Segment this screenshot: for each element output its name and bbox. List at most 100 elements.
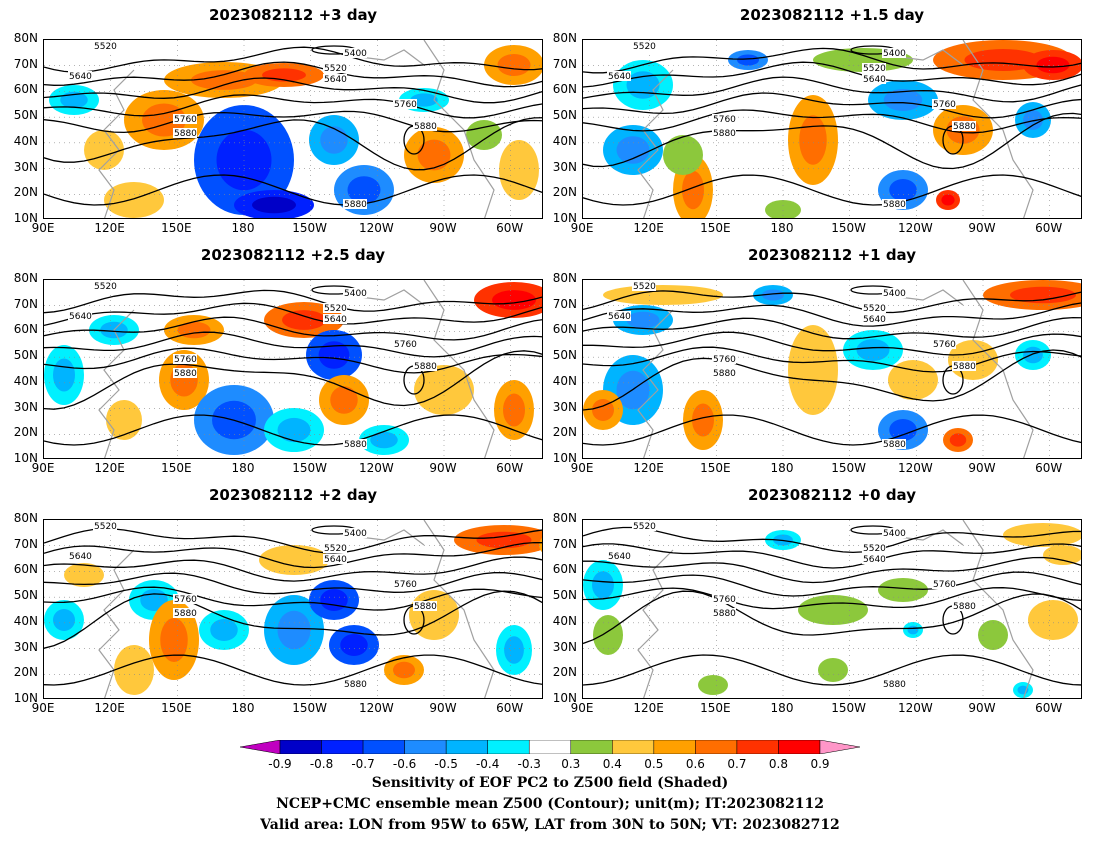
colorbar-segment [736,740,779,754]
shaded-core [592,571,614,599]
colorbar-segment [612,740,655,754]
contour-label: 5640 [863,555,886,565]
contour-label: 5880 [883,440,906,450]
lat-label: 70N [552,296,577,311]
shaded-core [949,433,967,447]
lat-label: 80N [552,31,577,45]
contour-line [44,350,542,410]
shaded-core [616,136,650,164]
lon-label: 60W [1035,221,1063,235]
contour-label: 5520 [324,544,347,554]
colorbar-tick-label: -0.9 [268,757,292,771]
lat-label: 10N [552,691,577,705]
lon-label: 180 [231,221,255,235]
contour-label: 5880 [713,369,736,379]
contour-label: 5760 [933,580,956,590]
shaded-core [856,339,890,361]
contour-label: 5880 [414,362,437,372]
lat-label: 40N [13,373,38,388]
shaded-core [1010,286,1076,304]
z500-contours [44,45,542,206]
contour-label: 5640 [863,75,886,85]
contour-line [44,302,542,327]
shaded-region [765,200,801,218]
contour-label: 5520 [94,42,117,52]
shaded-core [330,386,358,414]
lon-label: 150E [161,461,192,475]
contour-line [583,526,1081,554]
lon-label: 90E [570,701,594,715]
contour-label: 5760 [394,580,417,590]
contour-line [44,331,542,358]
shaded-region [798,595,868,625]
colorbar-tick-label: 0.8 [768,757,788,771]
lat-label: 30N [552,399,577,414]
lat-label: 40N [13,613,38,628]
colorbar-tick-label: 0.9 [810,757,830,771]
contour-line [44,556,542,582]
lat-label: 30N [13,639,38,654]
lon-label: 120W [358,701,394,715]
contour-label: 5760 [933,340,956,350]
lon-label: 120W [897,461,933,475]
shaded-core [252,196,296,214]
lat-label: 40N [552,133,577,148]
shaded-region [878,578,928,602]
shaded-core [347,176,381,204]
shaded-core [1036,56,1070,74]
lon-label: 120E [94,701,125,715]
contour-line [583,112,1081,170]
contour-line [44,654,542,686]
lon-label: 90W [968,221,996,235]
contour-line [583,61,1081,88]
shaded-core [191,70,257,90]
shaded-core [320,589,348,611]
shaded-core [277,417,311,443]
shaded-region [593,615,623,655]
lon-label: 60W [496,701,524,715]
shaded-region [114,645,154,695]
shaded-core [592,399,614,421]
lat-label: 50N [13,588,38,603]
lon-label: 120E [633,701,664,715]
colorbar-tick-label: 0.7 [727,757,747,771]
contour-label: 5880 [414,602,437,612]
contour-label: 5400 [883,49,906,59]
z500-contours [44,525,542,686]
contour-label: 5760 [713,355,736,365]
lon-label: 120E [633,221,664,235]
lon-label: 150W [831,221,867,235]
lon-label: 90W [429,221,457,235]
contour-label: 5400 [344,49,367,59]
gridlines [583,280,1081,458]
contour-label: 5640 [69,312,92,322]
colorbar-segment [362,740,405,754]
shaded-core [889,419,917,441]
lat-label: 20N [552,665,577,680]
lat-label: 80N [552,271,577,285]
contour-line [44,94,542,119]
footer-line-2: NCEP+CMC ensemble mean Z500 (Contour); u… [276,796,824,812]
contour-label: 5760 [394,100,417,110]
gridlines [44,520,542,698]
contour-label: 5880 [713,129,736,139]
contour-label: 5520 [863,544,886,554]
contour-line [44,289,542,314]
contour-label: 5880 [344,680,367,690]
lat-label: 10N [13,691,38,705]
contour-label: 5880 [953,122,976,132]
shaded-region [978,620,1008,650]
shaded-core [889,179,917,201]
lat-label: 40N [552,613,577,628]
lon-label: 60W [496,461,524,475]
shaded-core [160,618,188,662]
colorbar-tick-label: 0.5 [644,757,664,771]
shaded-region [888,360,938,400]
shaded-core [941,194,955,206]
contour-label: 5400 [883,289,906,299]
map-panel-5: 5520 5400 5520 5640 5760 5760 5880 5880 5880 5640 [43,519,543,699]
colorbar [240,740,860,754]
shaded-core [417,139,451,171]
contour-label: 5640 [608,552,631,562]
contour-label: 5880 [883,680,906,690]
